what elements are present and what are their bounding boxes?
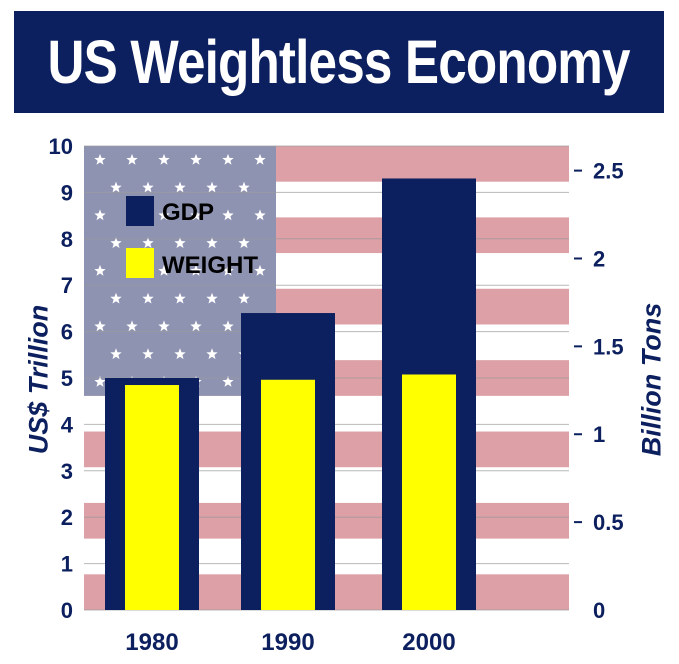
y-tick-label: 2 xyxy=(61,505,73,530)
y-tick-label: 5 xyxy=(61,366,73,391)
star-icon xyxy=(158,320,170,332)
star-icon xyxy=(222,320,234,332)
x-tick-label: 2000 xyxy=(402,629,455,656)
star-icon xyxy=(254,264,266,276)
y-tick-label: 4 xyxy=(61,412,74,437)
bars xyxy=(105,178,476,611)
weight-bar xyxy=(261,379,315,610)
star-icon xyxy=(190,264,202,276)
star-icon xyxy=(126,153,138,165)
star-icon xyxy=(94,376,106,387)
legend-swatch-gdp xyxy=(126,196,154,226)
star-icon xyxy=(110,348,122,360)
y-tick-label: 8 xyxy=(61,227,73,252)
y-tick-label: 9 xyxy=(61,180,73,205)
y-tick-label: 6 xyxy=(61,320,73,345)
star-icon xyxy=(190,153,202,165)
star-icon xyxy=(238,237,250,248)
star-icon xyxy=(142,292,154,304)
weight-bar xyxy=(125,385,179,610)
legend-label-weight: WEIGHT xyxy=(162,252,258,279)
star-icon xyxy=(174,237,186,248)
star-icon xyxy=(174,181,186,193)
star-icon xyxy=(206,348,218,360)
star-icon xyxy=(110,237,122,248)
star-icon xyxy=(222,209,234,221)
y2-tick-label: 1 xyxy=(593,422,605,447)
star-icon xyxy=(206,237,218,248)
star-icon xyxy=(94,153,106,165)
star-icon xyxy=(254,153,266,165)
star-icon xyxy=(206,292,218,304)
y-tick-label: 0 xyxy=(61,598,73,623)
y2-tick-label: 1.5 xyxy=(593,334,624,359)
y2-tick-label: 0.5 xyxy=(593,510,624,535)
x-tick-label: 1990 xyxy=(261,629,314,656)
star-icon xyxy=(142,348,154,360)
y-axis-right: 0 0.5 1 1.5 2 2.5 xyxy=(574,159,624,623)
y2-tick-label: 0 xyxy=(593,598,605,623)
star-icon xyxy=(174,348,186,360)
star-icon xyxy=(174,292,186,304)
star-icon xyxy=(190,320,202,332)
legend-label-gdp: GDP xyxy=(162,199,214,226)
star-icon xyxy=(206,181,218,193)
star-icon xyxy=(254,209,266,221)
chart-title: US Weightless Economy xyxy=(47,28,631,96)
star-icon xyxy=(142,237,154,248)
star-icon xyxy=(142,181,154,193)
star-icon xyxy=(238,292,250,304)
star-icon xyxy=(158,264,170,276)
star-icon xyxy=(126,320,138,332)
y-tick-label: 10 xyxy=(49,134,73,159)
star-icon xyxy=(94,209,106,221)
title-banner: US Weightless Economy xyxy=(14,11,664,113)
y2-tick-label: 2.5 xyxy=(593,159,624,184)
y-tick-label: 7 xyxy=(61,273,73,298)
y-tick-label: 3 xyxy=(61,459,73,484)
star-icon xyxy=(110,292,122,304)
star-icon xyxy=(158,153,170,165)
star-icon xyxy=(222,376,234,387)
star-icon xyxy=(158,209,170,221)
star-icon xyxy=(94,320,106,332)
star-icon xyxy=(94,264,106,276)
star-icon xyxy=(222,264,234,276)
star-icon xyxy=(110,181,122,193)
star-icon xyxy=(238,181,250,193)
star-icon xyxy=(222,153,234,165)
y-axis-left: 0 1 2 3 4 5 6 7 8 9 10 xyxy=(49,134,74,623)
y2-tick-label: 2 xyxy=(593,246,605,271)
weight-bar xyxy=(402,374,456,610)
y-tick-label: 1 xyxy=(61,552,73,577)
x-tick-label: 1980 xyxy=(125,629,178,656)
legend: GDP WEIGHT xyxy=(126,196,258,279)
star-icon xyxy=(190,209,202,221)
legend-swatch-weight xyxy=(126,248,154,278)
